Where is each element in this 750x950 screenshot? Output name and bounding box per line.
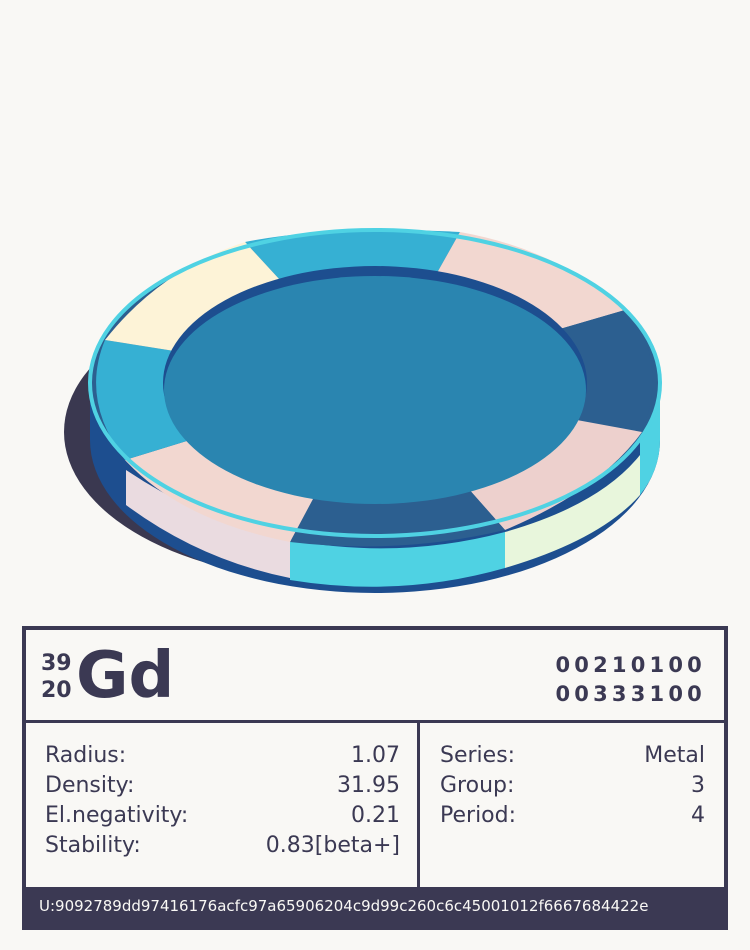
disc-side-band-pink xyxy=(126,470,290,578)
property-value: 0.21 xyxy=(351,803,400,828)
atomic-number: 20 xyxy=(41,678,72,703)
code-line-2: 00333100 xyxy=(555,682,706,706)
property-row-radius: Radius: 1.07 xyxy=(45,741,400,771)
disc-side-band-cyan xyxy=(290,532,505,587)
property-value: Metal xyxy=(644,743,705,768)
property-label: El.negativity: xyxy=(45,803,189,828)
property-label: Radius: xyxy=(45,743,127,768)
property-value: 1.07 xyxy=(351,743,400,768)
element-info-card: 39 20 Gd 00210100 00333100 Radius: 1.07 … xyxy=(22,626,728,930)
property-row-series: Series: Metal xyxy=(440,741,705,771)
properties-left: Radius: 1.07 Density: 31.95 El.negativit… xyxy=(45,741,400,861)
element-symbol: Gd xyxy=(76,639,175,713)
element-disc-illustration xyxy=(64,228,662,593)
property-label: Series: xyxy=(440,743,516,768)
property-row-electronegativity: El.negativity: 0.21 xyxy=(45,801,400,831)
property-label: Period: xyxy=(440,803,517,828)
property-label: Group: xyxy=(440,773,515,798)
property-value: 4 xyxy=(691,803,705,828)
property-row-period: Period: 4 xyxy=(440,801,705,831)
disc-side-band-green xyxy=(505,455,640,568)
property-label: Stability: xyxy=(45,833,141,858)
property-row-group: Group: 3 xyxy=(440,771,705,801)
card-body: Radius: 1.07 Density: 31.95 El.negativit… xyxy=(26,723,724,887)
column-divider xyxy=(417,723,420,887)
code-line-1: 00210100 xyxy=(555,653,706,677)
property-row-density: Density: 31.95 xyxy=(45,771,400,801)
properties-right: Series: Metal Group: 3 Period: 4 xyxy=(440,741,705,831)
disc-rim xyxy=(88,228,662,538)
footer-id: U:9092789dd97416176acfc97a65906204c9d99c… xyxy=(26,887,724,926)
property-row-stability: Stability: 0.83[beta+] xyxy=(45,831,400,861)
property-value: 0.83[beta+] xyxy=(265,833,400,858)
card-header: 39 20 Gd 00210100 00333100 xyxy=(26,630,724,723)
property-value: 31.95 xyxy=(337,773,400,798)
property-value: 3 xyxy=(691,773,705,798)
disc-inner-face xyxy=(164,276,586,504)
mass-number: 39 xyxy=(41,651,72,676)
property-label: Density: xyxy=(45,773,135,798)
